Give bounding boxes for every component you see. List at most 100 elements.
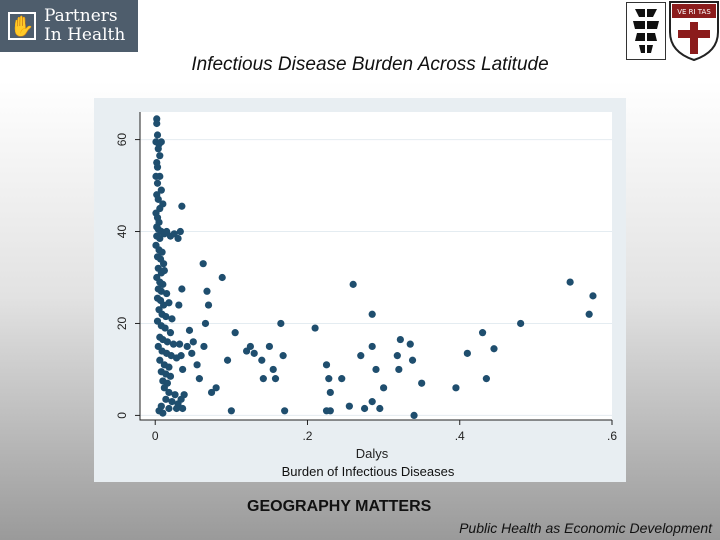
scatter-point — [231, 329, 239, 337]
scatter-point — [490, 345, 498, 353]
y-tick-label: 0 — [115, 412, 129, 419]
scatter-point — [156, 152, 164, 160]
scatter-chart: 0 20 40 60 0 .2 .4 .6 Dalys Burden of Infectiou… — [115, 112, 617, 479]
scatter-point — [166, 372, 175, 380]
scatter-point — [325, 375, 333, 383]
scatter-point — [368, 310, 376, 318]
scatter-point — [326, 388, 334, 397]
partners-in-health-logo: ✋ Partners In Health — [0, 0, 138, 52]
scatter-point — [162, 312, 170, 321]
scatter-point — [163, 289, 171, 298]
scatter-point — [159, 280, 167, 288]
scatter-point — [259, 375, 267, 383]
scatter-point — [258, 356, 266, 364]
scatter-point — [165, 388, 173, 397]
scatter-point — [589, 292, 597, 300]
scatter-point — [380, 384, 388, 392]
scatter-point — [360, 404, 369, 413]
y-tick-label: 60 — [115, 133, 129, 147]
scatter-point — [207, 388, 216, 397]
scatter-point — [166, 329, 175, 337]
scatter-point — [185, 326, 194, 334]
scatter-point — [246, 342, 254, 351]
scatter-point — [271, 375, 280, 383]
scatter-point — [156, 356, 164, 364]
scatter-point — [171, 391, 179, 399]
scatter-point — [345, 402, 353, 410]
scatter-point — [178, 285, 186, 293]
scatter-point — [165, 404, 173, 413]
scatter-point — [154, 145, 162, 153]
scatter-point — [204, 301, 213, 309]
scatter-point — [176, 227, 184, 236]
scatter-point — [169, 340, 178, 348]
data-points — [152, 115, 597, 420]
axes: 0 20 40 60 0 .2 .4 .6 — [115, 112, 617, 443]
scatter-point — [452, 384, 460, 392]
scatter-point — [517, 319, 525, 328]
scatter-point — [159, 200, 167, 208]
scatter-point — [408, 356, 417, 364]
scatter-point — [195, 375, 203, 383]
logo-text-line2: In Health — [44, 25, 126, 45]
scatter-point — [478, 329, 487, 337]
scatter-point — [174, 234, 182, 243]
scatter-point — [311, 324, 319, 332]
scatter-point — [322, 361, 331, 369]
scatter-point — [482, 375, 490, 383]
scatter-point — [376, 404, 384, 413]
scatter-point — [203, 287, 211, 295]
scatter-point — [368, 342, 376, 351]
scatter-point — [161, 324, 169, 332]
scatter-point — [163, 338, 172, 346]
footer-main-text: GEOGRAPHY MATTERS — [247, 498, 432, 515]
scatter-point — [156, 172, 164, 180]
scatter-point — [395, 365, 403, 374]
scatter-point — [212, 384, 220, 392]
scatter-point — [393, 352, 401, 360]
scatter-point — [189, 338, 197, 346]
slide-title: Infectious Disease Burden Across Latitud… — [191, 54, 549, 75]
plot-area — [140, 112, 612, 420]
scatter-point — [281, 407, 289, 415]
scatter-point — [396, 335, 404, 344]
scatter-point — [153, 119, 161, 128]
scatter-point — [177, 395, 185, 403]
scatter-point — [193, 361, 201, 369]
x-axis-sublabel: Burden of Infectious Diseases — [282, 464, 455, 479]
scatter-point — [160, 266, 168, 275]
scatter-point — [153, 163, 162, 171]
grid-lines — [140, 139, 612, 416]
scatter-point — [165, 363, 173, 371]
x-tick-label: .4 — [455, 429, 465, 443]
axis-lines — [139, 112, 612, 421]
scatter-point — [585, 310, 593, 318]
scatter-point — [157, 186, 165, 194]
scatter-point — [200, 342, 208, 351]
scatter-point — [160, 260, 168, 268]
scatter-point — [183, 342, 191, 351]
scatter-point — [160, 384, 168, 392]
scatter-point — [168, 315, 176, 323]
scatter-point — [172, 404, 181, 413]
scatter-point — [566, 278, 574, 286]
scatter-point — [279, 352, 287, 360]
scatter-point — [265, 342, 274, 351]
scatter-point — [153, 179, 162, 187]
scatter-point — [158, 248, 166, 256]
x-axis-label: Dalys — [356, 446, 389, 461]
x-tick-label: .6 — [607, 429, 617, 443]
scatter-point — [357, 352, 365, 360]
scatter-point — [175, 340, 184, 348]
scatter-point — [406, 340, 414, 348]
footer-sub-text: Public Health as Economic Development — [459, 520, 712, 536]
scatter-point — [159, 409, 167, 417]
logo-text-line1: Partners — [44, 6, 118, 26]
scatter-point — [372, 365, 380, 374]
scatter-point — [349, 280, 357, 288]
scatter-point — [368, 398, 376, 406]
scatter-point — [418, 379, 426, 387]
scatter-point — [154, 195, 162, 203]
scatter-point — [179, 365, 187, 374]
scatter-point — [410, 411, 418, 420]
